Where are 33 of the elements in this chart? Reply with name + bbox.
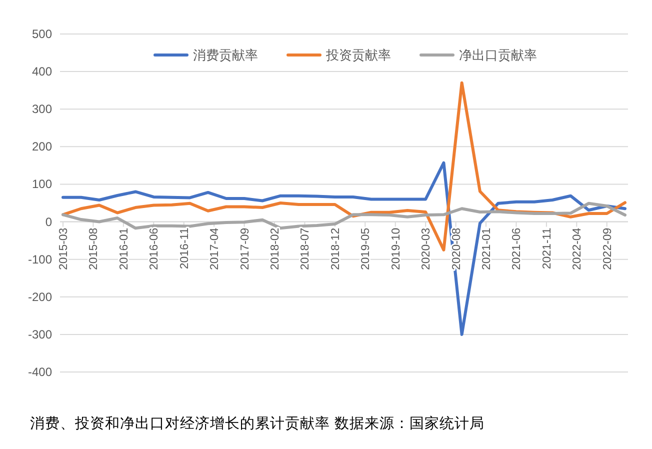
y-tick-label: 300 xyxy=(32,102,52,116)
legend-label: 消费贡献率 xyxy=(193,48,258,62)
x-tick-label: 2017-09 xyxy=(239,228,252,270)
x-tick-label: 2015-08 xyxy=(88,228,100,270)
y-tick-label: -400 xyxy=(28,365,52,379)
x-tick-label: 2019-05 xyxy=(360,228,372,270)
x-tick-label: 2018-02 xyxy=(270,228,282,270)
y-tick-label: -100 xyxy=(28,252,52,266)
text: 消费、投资和净出口对经济增长的累计贡献率 数据来源：国家统计局 xyxy=(30,415,485,432)
x-tick-label: 2016-01 xyxy=(118,228,130,270)
x-tick-label: 2021-11 xyxy=(541,228,554,270)
x-tick-label: 2022-04 xyxy=(572,227,584,270)
y-tick-label: -200 xyxy=(28,290,52,304)
y-tick-label: 400 xyxy=(32,64,52,79)
legend-label: 净出口贡献率 xyxy=(459,48,537,62)
y-tick-label: 100 xyxy=(32,177,52,192)
x-tick-label: 2018-07 xyxy=(300,228,312,270)
x-tick-label: 2021-01 xyxy=(481,228,494,270)
x-tick-label: 2016-06 xyxy=(148,228,161,270)
x-tick-label: 2022-09 xyxy=(602,228,614,270)
x-tick-label: 2015-03 xyxy=(58,228,70,270)
x-tick-label: 2016-11 xyxy=(178,228,191,270)
x-tick-label: 2019-10 xyxy=(390,228,402,270)
x-tick-label: 2017-04 xyxy=(209,227,222,270)
y-tick-label: 200 xyxy=(32,140,52,154)
x-tick-label: 2020-08 xyxy=(450,228,463,270)
x-tick-label: 2018-12 xyxy=(330,228,342,270)
x-tick-label: 2020-03 xyxy=(420,228,433,270)
legend-label: 投资贡献率 xyxy=(325,48,391,62)
y-tick-label: -300 xyxy=(28,327,52,342)
x-tick-label: 2021-06 xyxy=(511,228,524,270)
y-tick-label: 0 xyxy=(45,214,52,229)
y-tick-label: 500 xyxy=(32,27,52,41)
